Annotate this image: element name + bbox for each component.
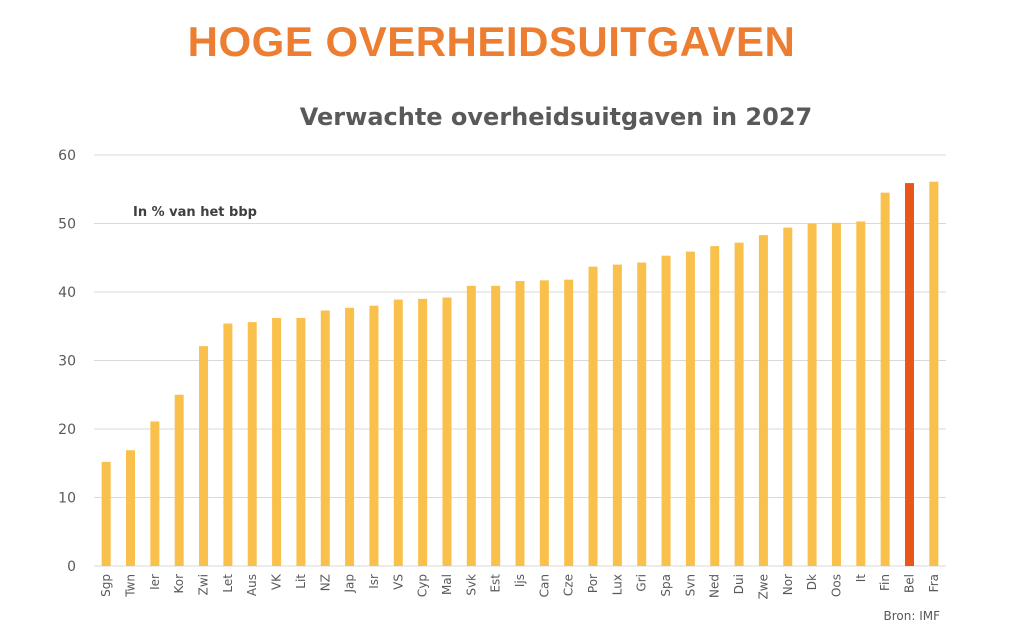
x-tick-label: Lit: [294, 574, 308, 589]
bar-fin: [880, 192, 890, 567]
y-tick-label: 0: [67, 559, 76, 575]
x-tick-label: VK: [270, 573, 284, 590]
x-tick-label: Ijs: [513, 574, 527, 587]
bar-cyp: [418, 298, 428, 566]
x-tick-label: Dui: [732, 574, 746, 594]
bar-kor: [174, 394, 184, 566]
bar-gri: [637, 262, 647, 566]
bar-por: [588, 266, 598, 566]
bar-vs: [393, 299, 403, 566]
bar-mal: [442, 297, 452, 566]
bar-lit: [296, 318, 306, 566]
x-tick-label: Por: [586, 574, 600, 593]
bar-ijs: [515, 281, 525, 566]
x-tick-label: Kor: [172, 574, 186, 594]
bar-nz: [320, 310, 330, 566]
bar-it: [856, 221, 866, 566]
bar-ned: [710, 246, 720, 567]
x-tick-label: Lux: [610, 574, 624, 595]
x-tick-label: Can: [537, 574, 551, 597]
x-tick-label: Zwe: [756, 574, 770, 599]
x-tick-label: Gri: [635, 574, 649, 592]
y-tick-label: 60: [58, 148, 76, 164]
bar-vk: [272, 318, 282, 566]
y-tick-label: 50: [58, 217, 76, 233]
x-tick-label: Cze: [562, 574, 576, 596]
x-tick-label: It: [854, 574, 868, 583]
x-tick-label: Est: [489, 574, 503, 593]
x-tick-label: VS: [391, 574, 405, 590]
bar-dui: [734, 242, 744, 566]
bar-sgp: [101, 461, 111, 566]
bar-nor: [783, 227, 793, 567]
x-tick-label: Mal: [440, 574, 454, 595]
bar-dk: [807, 223, 817, 566]
bar-aus: [247, 322, 257, 566]
x-tick-label: Oos: [829, 574, 843, 597]
bar-lux: [612, 264, 622, 566]
x-tick-label: Let: [221, 574, 235, 593]
x-tick-label: Dk: [805, 574, 819, 590]
bar-zwe: [758, 235, 768, 566]
x-tick-label: Svn: [683, 574, 697, 596]
bar-can: [539, 280, 549, 566]
bar-svk: [466, 285, 476, 566]
bar-svn: [685, 251, 695, 566]
y-tick-label: 40: [58, 285, 76, 301]
x-tick-label: Fra: [927, 574, 941, 592]
bar-ier: [150, 421, 160, 566]
x-tick-label: Sgp: [99, 574, 113, 597]
x-tick-label: Svk: [464, 574, 478, 596]
x-tick-label: NZ: [318, 574, 332, 591]
x-tick-label: Zwi: [197, 574, 211, 595]
unit-annotation: In % van het bbp: [133, 205, 257, 220]
bar-let: [223, 323, 233, 566]
x-tick-label: Aus: [245, 574, 259, 596]
chart-title: Verwachte overheidsuitgaven in 2027: [300, 103, 812, 131]
y-tick-label: 10: [58, 491, 76, 507]
bar-spa: [661, 255, 671, 566]
y-tick-label: 30: [58, 354, 76, 370]
x-tick-label: Fin: [878, 574, 892, 591]
y-axis: 0 10 20 30 40 50 60: [58, 148, 76, 575]
bar-isr: [369, 305, 379, 566]
bar-zwi: [199, 346, 209, 566]
x-axis: Sgp Twn Ier Kor Zwi Let Aus VK Lit NZ Jap Isr VS Cyp M…: [99, 573, 941, 600]
bar-cze: [564, 279, 574, 566]
x-tick-label: Jap: [343, 574, 357, 594]
bar-fra: [929, 181, 939, 566]
source-note: Bron: IMF: [883, 609, 940, 623]
x-tick-label: Cyp: [416, 574, 430, 597]
x-tick-label: Twn: [124, 574, 138, 598]
bar-twn: [126, 450, 136, 566]
headline: HOGE OVERHEIDSUITGAVEN: [187, 18, 796, 65]
y-tick-label: 20: [58, 422, 76, 438]
bars: [101, 181, 939, 567]
bar-bel: [904, 183, 914, 566]
bar-est: [491, 285, 501, 566]
x-tick-label: Isr: [367, 574, 381, 589]
x-tick-label: Spa: [659, 574, 673, 597]
bar-jap: [345, 307, 355, 566]
x-tick-label: Ier: [148, 574, 162, 590]
bar-oos: [831, 222, 841, 566]
x-tick-label: Ned: [708, 574, 722, 598]
x-tick-label: Bel: [902, 574, 916, 593]
x-tick-label: Nor: [781, 574, 795, 595]
